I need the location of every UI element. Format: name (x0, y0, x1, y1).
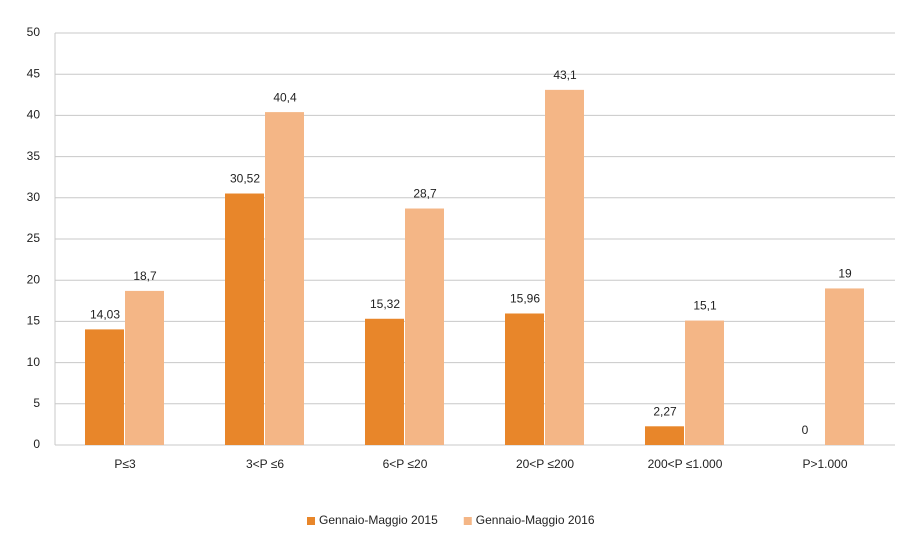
bar (125, 290, 164, 445)
x-tick-label: P>1.000 (802, 457, 847, 471)
value-label: 15,32 (370, 297, 400, 311)
y-tick-label: 30 (27, 190, 41, 204)
value-label: 15,1 (693, 299, 717, 313)
bar (225, 193, 264, 445)
value-label: 19 (838, 267, 852, 281)
bar (405, 208, 444, 445)
bar (825, 288, 864, 445)
value-label: 15,96 (510, 292, 540, 306)
bar (645, 426, 684, 445)
y-tick-label: 45 (27, 66, 41, 80)
y-tick-label: 20 (27, 272, 41, 286)
y-tick-label: 35 (27, 149, 41, 163)
y-tick-label: 10 (27, 355, 41, 369)
y-tick-label: 25 (27, 231, 41, 245)
legend-label: Gennaio-Maggio 2016 (476, 513, 595, 527)
value-label: 18,7 (133, 269, 157, 283)
x-tick-label: 6<P ≤20 (383, 457, 428, 471)
y-tick-label: 0 (33, 437, 40, 451)
x-tick-label: 200<P ≤1.000 (648, 457, 723, 471)
legend-label: Gennaio-Maggio 2015 (319, 513, 438, 527)
value-label: 28,7 (413, 187, 437, 201)
value-label: 43,1 (553, 68, 577, 82)
x-tick-label: P≤3 (114, 457, 136, 471)
value-label: 14,03 (90, 308, 120, 322)
bar (265, 112, 304, 445)
legend-swatch (463, 517, 472, 525)
y-tick-label: 15 (27, 314, 41, 328)
bar (505, 313, 544, 445)
bar (545, 89, 584, 445)
value-label: 0 (802, 423, 809, 437)
value-label: 2,27 (653, 404, 677, 418)
value-label: 40,4 (273, 90, 297, 104)
bar (365, 318, 404, 445)
x-tick-label: 20<P ≤200 (516, 457, 574, 471)
bar (85, 329, 124, 445)
y-tick-label: 40 (27, 108, 41, 122)
x-tick-label: 3<P ≤6 (246, 457, 284, 471)
y-tick-label: 50 (27, 25, 41, 39)
legend-swatch (307, 517, 315, 525)
value-label: 30,52 (230, 172, 260, 186)
bar (685, 320, 724, 445)
y-tick-label: 5 (33, 396, 40, 410)
